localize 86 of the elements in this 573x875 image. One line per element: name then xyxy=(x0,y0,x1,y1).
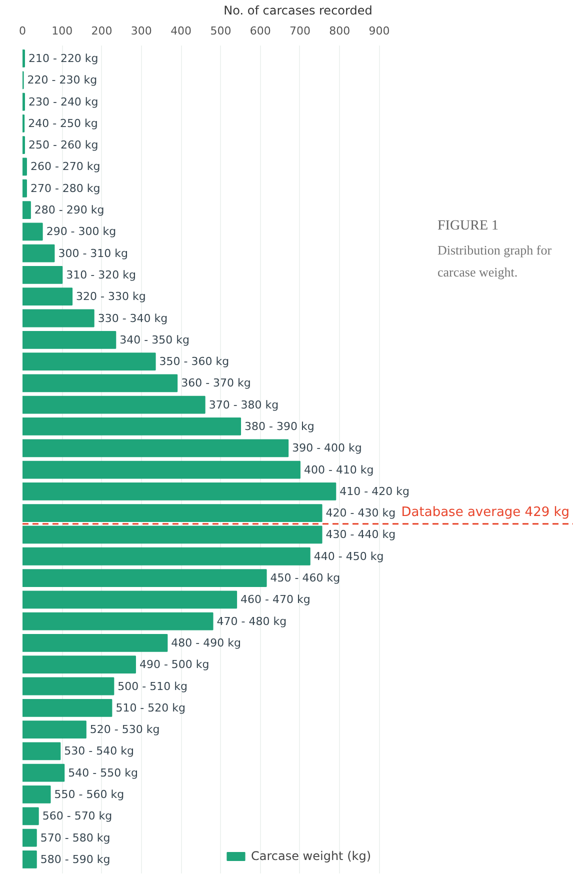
bar xyxy=(22,482,336,500)
y-tick-label: 330 - 340 kg xyxy=(98,312,168,325)
y-tick-label: 250 - 260 kg xyxy=(28,138,98,152)
x-tick-label: 0 xyxy=(19,24,26,38)
y-tick-label: 480 - 490 kg xyxy=(171,636,241,650)
y-tick-label: 550 - 560 kg xyxy=(54,788,124,801)
x-tick-label: 200 xyxy=(91,24,112,38)
y-tick-label: 260 - 270 kg xyxy=(30,160,100,174)
bar xyxy=(22,677,114,696)
y-tick-label: 210 - 220 kg xyxy=(28,52,98,65)
y-tick-label: 380 - 390 kg xyxy=(244,420,314,433)
x-tick-label: 600 xyxy=(250,24,271,38)
legend-label: Carcase weight (kg) xyxy=(250,849,372,863)
bar xyxy=(22,786,51,804)
x-axis-title: No. of carcases recorded xyxy=(224,4,372,18)
bar xyxy=(22,418,242,436)
y-tick-label: 410 - 420 kg xyxy=(340,484,410,498)
y-tick-label: 430 - 440 kg xyxy=(326,528,396,542)
y-tick-label: 570 - 580 kg xyxy=(40,831,110,844)
y-tick-label: 460 - 470 kg xyxy=(240,593,310,606)
bar xyxy=(22,266,63,284)
y-tick-label: 270 - 280 kg xyxy=(30,182,100,195)
bar xyxy=(22,439,289,458)
annotation: Distribution graph for carcase weight. xyxy=(438,242,552,280)
y-tick-label: 440 - 450 kg xyxy=(314,550,384,563)
x-tick-label: 500 xyxy=(210,24,232,38)
x-tick-label: 900 xyxy=(368,24,390,38)
bar xyxy=(22,179,27,198)
bar xyxy=(22,352,156,370)
y-tick-label: 400 - 410 kg xyxy=(304,463,374,476)
y-tick-label: 540 - 550 kg xyxy=(68,766,138,780)
x-tick-label: 100 xyxy=(52,24,73,38)
bar xyxy=(22,396,206,414)
bar xyxy=(22,330,116,349)
y-tick-label: 470 - 480 kg xyxy=(216,614,287,628)
x-tick-label: 400 xyxy=(170,24,192,38)
y-tick-label: 560 - 570 kg xyxy=(42,810,112,823)
y-tick-label: 350 - 360 kg xyxy=(159,355,230,368)
y-tick-label: 240 - 250 kg xyxy=(28,116,98,130)
ref-line-label: Database average 429 kg xyxy=(401,504,570,520)
annotation: FIGURE 1 xyxy=(438,218,499,234)
bar xyxy=(22,828,37,847)
y-tick-label: 310 - 320 kg xyxy=(66,268,136,282)
bar xyxy=(22,222,43,241)
bar xyxy=(22,460,300,479)
y-tick-label: 490 - 500 kg xyxy=(139,658,210,672)
bar xyxy=(22,309,94,328)
y-tick-label: 420 - 430 kg xyxy=(326,506,396,520)
x-tick-label: 800 xyxy=(329,24,350,38)
y-tick-label: 520 - 530 kg xyxy=(90,723,160,736)
bar xyxy=(22,504,322,522)
bar xyxy=(22,569,267,587)
bar xyxy=(22,244,55,262)
bar xyxy=(22,698,112,717)
bar xyxy=(22,612,214,630)
bar xyxy=(22,526,322,544)
bar xyxy=(22,764,65,782)
y-tick-label: 300 - 310 kg xyxy=(58,246,128,260)
y-tick-label: 340 - 350 kg xyxy=(120,333,190,346)
bar xyxy=(22,590,238,609)
y-tick-label: 390 - 400 kg xyxy=(292,442,362,455)
bar xyxy=(22,547,310,566)
bar xyxy=(22,720,86,738)
bar xyxy=(22,288,73,306)
bar xyxy=(22,201,31,219)
y-tick-label: 280 - 290 kg xyxy=(34,204,104,217)
x-tick-label: 300 xyxy=(130,24,152,38)
y-tick-label: 500 - 510 kg xyxy=(118,680,188,693)
y-tick-label: 320 - 330 kg xyxy=(76,290,146,304)
bar xyxy=(22,850,37,868)
x-tick-label: 700 xyxy=(289,24,310,38)
y-tick-label: 290 - 300 kg xyxy=(46,225,116,238)
bar xyxy=(22,634,168,652)
y-tick-label: 370 - 380 kg xyxy=(208,398,279,412)
y-tick-label: 450 - 460 kg xyxy=(270,572,340,585)
y-tick-label: 220 - 230 kg xyxy=(27,74,98,87)
y-tick-label: 580 - 590 kg xyxy=(40,852,110,866)
y-tick-label: 530 - 540 kg xyxy=(64,744,134,758)
y-tick-label: 510 - 520 kg xyxy=(116,701,186,714)
bar xyxy=(22,807,39,826)
bar xyxy=(22,158,27,176)
bar xyxy=(22,374,178,392)
y-tick-label: 230 - 240 kg xyxy=(28,95,98,108)
bar xyxy=(22,742,61,760)
bar xyxy=(22,656,136,674)
y-tick-label: 360 - 370 kg xyxy=(181,376,251,390)
